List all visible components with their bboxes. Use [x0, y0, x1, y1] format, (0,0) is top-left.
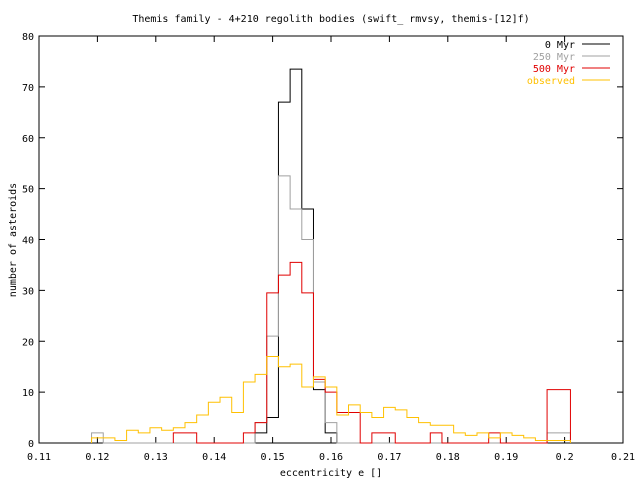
x-tick-label: 0.19: [494, 452, 518, 463]
x-tick-label: 0.21: [611, 452, 635, 463]
series-layer: [91, 68, 571, 444]
x-tick-label: 0.13: [144, 452, 168, 463]
chart-title: Themis family - 4+210 regolith bodies (s…: [132, 14, 529, 25]
y-tick-label: 50: [22, 185, 34, 196]
legend-label: 250 Myr: [533, 52, 575, 63]
x-tick-label: 0.15: [261, 452, 285, 463]
y-tick-label: 10: [22, 388, 34, 399]
y-tick-label: 40: [22, 236, 34, 247]
series-500-myr-line: [172, 261, 571, 444]
y-tick-label: 20: [22, 337, 34, 348]
series-0-myr-line: [243, 68, 338, 444]
x-tick-label: 0.14: [202, 452, 226, 463]
x-axis: 0.11 0.12 0.13 0.14 0.15 0.16 0.17 0.18 0.19 0.2 0…: [27, 36, 635, 463]
x-axis-label: eccentricity e []: [280, 468, 382, 479]
x-tick-label: 0.17: [377, 452, 401, 463]
y-axis: 0 10 20 30 40 50 60 70 80: [22, 32, 623, 450]
y-tick-label: 30: [22, 286, 34, 297]
series-250-myr-line: [91, 175, 571, 444]
y-tick-label: 0: [28, 439, 34, 450]
y-axis-label: number of asteroids: [8, 183, 19, 297]
x-tick-label: 0.12: [85, 452, 109, 463]
legend-label: observed: [527, 76, 575, 87]
y-tick-label: 80: [22, 32, 34, 43]
legend-label: 500 Myr: [533, 64, 575, 75]
plot-area: [38, 35, 624, 444]
plot-border: [38, 35, 624, 444]
x-tick-label: 0.11: [27, 452, 51, 463]
legend-label: 0 Myr: [545, 40, 575, 51]
x-tick-label: 0.16: [319, 452, 343, 463]
series-observed-line: [91, 356, 571, 443]
x-tick-label: 0.18: [436, 452, 460, 463]
y-tick-label: 60: [22, 134, 34, 145]
x-tick-label: 0.2: [556, 452, 574, 463]
y-tick-label: 70: [22, 83, 34, 94]
